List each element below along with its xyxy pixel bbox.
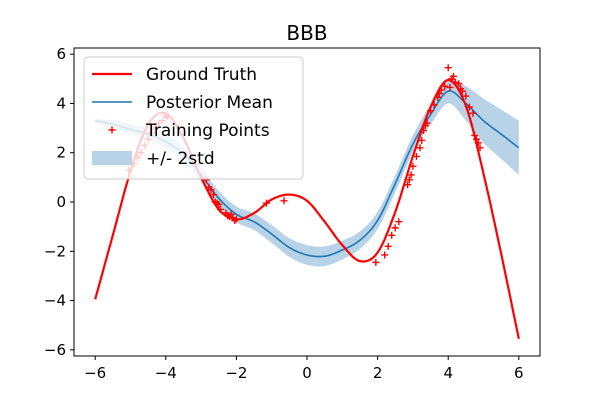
training-point xyxy=(462,92,470,100)
training-point xyxy=(404,181,412,189)
training-point xyxy=(455,80,463,88)
y-tick-label: 2 xyxy=(56,144,66,162)
training-point xyxy=(407,171,415,179)
x-tick-label: 0 xyxy=(302,364,312,382)
training-point xyxy=(391,224,399,232)
training-point xyxy=(209,191,217,199)
y-tick-label: 6 xyxy=(56,45,66,63)
x-tick-label: 6 xyxy=(514,364,524,382)
y-tick-label: −6 xyxy=(44,341,66,359)
training-point xyxy=(469,109,477,117)
training-point xyxy=(412,152,420,160)
legend: Ground Truth Posterior Mean Training Point… xyxy=(83,56,304,180)
x-tick-label: −2 xyxy=(225,364,247,382)
training-point xyxy=(395,218,403,226)
training-point xyxy=(418,136,426,144)
training-point xyxy=(388,231,396,239)
training-point xyxy=(227,210,235,218)
std-band xyxy=(95,78,519,267)
training-point xyxy=(381,251,389,259)
y-tick-label: 0 xyxy=(56,193,66,211)
x-tick-label: 4 xyxy=(443,364,453,382)
training-point xyxy=(405,176,413,184)
y-tick-label: −2 xyxy=(44,242,66,260)
chart-title: BBB xyxy=(286,21,327,45)
legend-band-label: +/- 2std xyxy=(146,149,215,169)
training-point xyxy=(372,258,380,266)
x-tick-label: 2 xyxy=(373,364,383,382)
legend-ground-truth-label: Ground Truth xyxy=(146,65,257,85)
x-tick-label: −4 xyxy=(155,364,177,382)
training-point xyxy=(280,197,288,205)
legend-band-swatch xyxy=(92,151,132,165)
legend-training-points-swatch xyxy=(108,126,116,134)
training-point xyxy=(384,242,392,250)
training-point xyxy=(446,83,454,91)
y-tick-label: −4 xyxy=(44,292,66,310)
training-point xyxy=(444,64,452,72)
training-point xyxy=(450,72,458,80)
legend-training-points-label: Training Points xyxy=(145,121,270,141)
x-tick-label: −6 xyxy=(84,364,106,382)
legend-posterior-mean-label: Posterior Mean xyxy=(146,93,273,113)
legend-box xyxy=(83,56,304,180)
training-point xyxy=(416,144,424,152)
training-point xyxy=(207,186,215,194)
y-tick-label: 4 xyxy=(56,94,66,112)
axes-ticks: −6 −4 −2 0 2 4 6 −6 −4 −2 0 2 4 6 xyxy=(44,45,524,382)
